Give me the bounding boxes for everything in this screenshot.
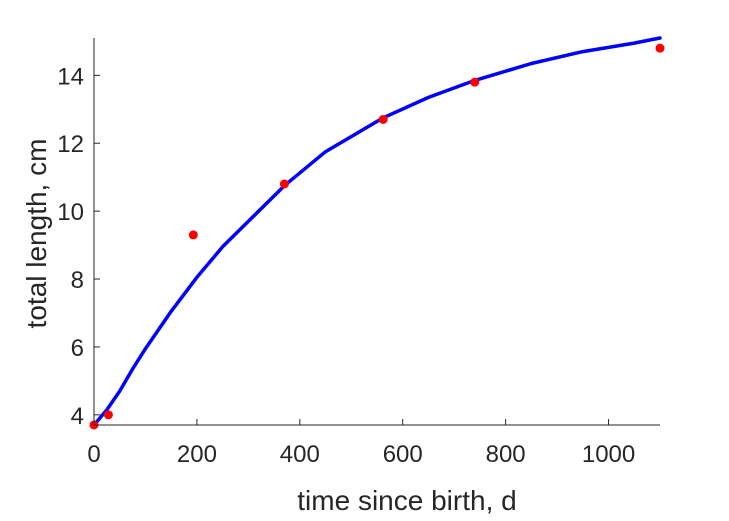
- data-point: [103, 410, 113, 420]
- x-axis-ticks: 0 200 400 600 800 1000: [87, 419, 635, 468]
- data-point: [188, 230, 198, 240]
- x-tick-label: 600: [383, 441, 423, 468]
- y-tick-label: 8: [71, 267, 84, 294]
- fit-curve: [92, 36, 662, 427]
- data-point: [279, 179, 289, 189]
- y-tick-label: 10: [57, 199, 84, 226]
- y-axis-label: total length, cm: [21, 139, 52, 329]
- x-tick-label: 1000: [582, 441, 635, 468]
- y-tick-label: 4: [71, 403, 84, 430]
- x-axis-label: time since birth, d: [297, 485, 516, 516]
- x-tick-label: 200: [177, 441, 217, 468]
- data-point: [378, 114, 388, 124]
- y-tick-label: 6: [71, 335, 84, 362]
- data-point: [655, 43, 665, 53]
- x-tick-label: 0: [87, 441, 100, 468]
- x-tick-label: 800: [486, 441, 526, 468]
- y-axis-ticks: 4 6 8 10 12 14: [57, 63, 100, 430]
- data-point: [470, 77, 480, 87]
- y-tick-label: 14: [57, 63, 84, 90]
- y-tick-label: 12: [57, 131, 84, 158]
- x-tick-label: 400: [280, 441, 320, 468]
- plot-area: [89, 36, 665, 430]
